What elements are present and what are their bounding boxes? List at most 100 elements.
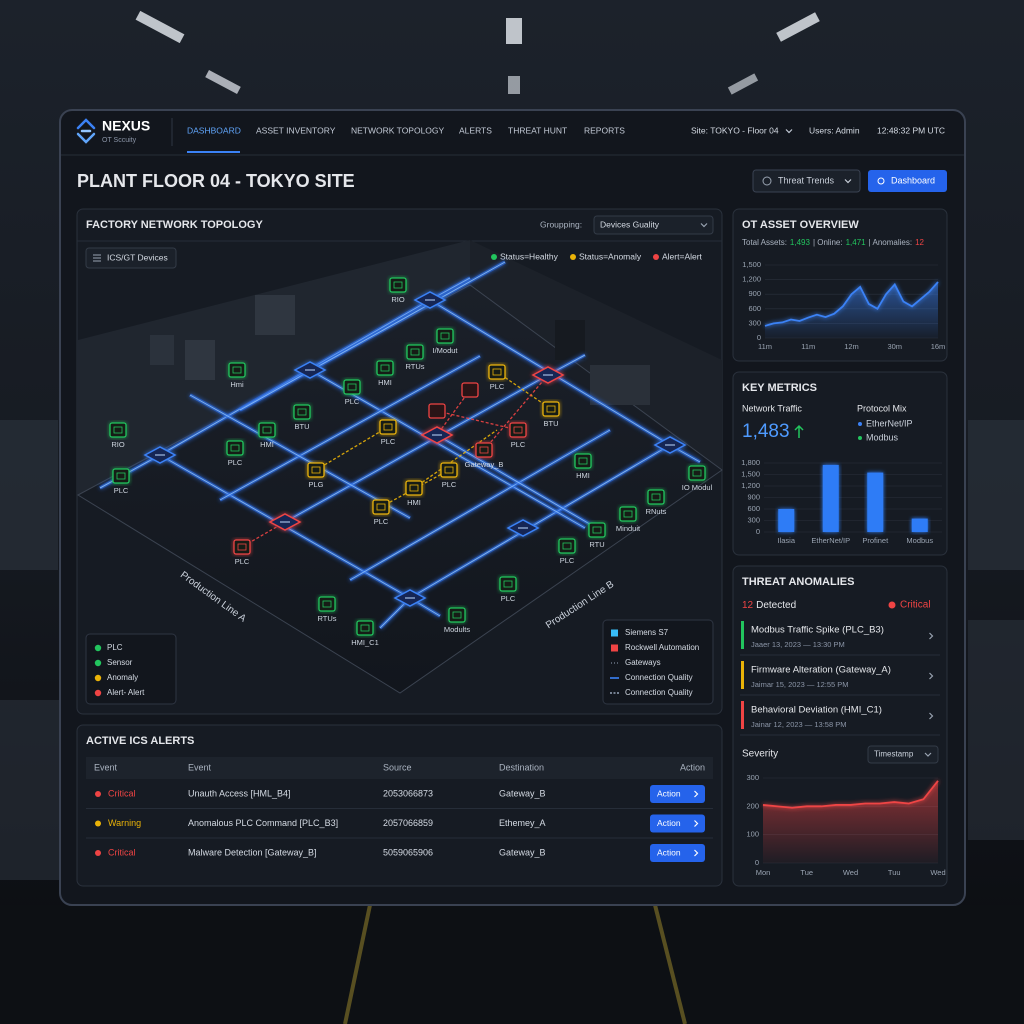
site-selector[interactable]: Site: TOKYO - Floor 04 [691, 125, 779, 135]
network-conduit-core [309, 369, 586, 529]
destination-cell: Gateway_B [499, 847, 546, 857]
x-tick-label: 11m [801, 342, 815, 351]
tagline: OT Sccuity [102, 137, 137, 144]
area-fill [763, 780, 938, 863]
severity-label: Critical [108, 788, 136, 798]
nav-item[interactable]: THREAT HUNT [508, 125, 567, 135]
action-button[interactable] [650, 814, 705, 833]
x-tick-label: EtherNet/IP [811, 536, 850, 545]
event-cell: Anomalous PLC Command [PLC_B3] [188, 818, 338, 828]
device-label: HMI [576, 471, 590, 480]
chart-title: Severity [742, 749, 778, 760]
destination-cell: Gateway_B [499, 788, 546, 798]
legend-dot [858, 436, 862, 440]
device-label: PLC [560, 556, 575, 565]
y-tick-label: 0 [757, 333, 761, 342]
device-icon [230, 444, 240, 452]
nav-item[interactable]: ASSET INVENTORY [256, 125, 336, 135]
device-label: HMI_C1 [351, 638, 379, 647]
connection-link [380, 469, 450, 508]
anomaly-date: Jaimar 15, 2023 — 12:55 PM [751, 680, 849, 689]
panel-title: FACTORY NETWORK TOPOLOGY [86, 219, 263, 231]
button-label: Dashboard [891, 175, 935, 185]
device-icon [513, 426, 523, 434]
device-icon [376, 503, 386, 511]
legend-swatch [611, 644, 618, 652]
legend-dot [94, 659, 102, 667]
legend-dot [94, 689, 102, 697]
legend-label: Status=Anomaly [579, 251, 642, 261]
device-label: RIO [391, 295, 405, 304]
factory-floor [76, 240, 723, 694]
device-label: RTU [589, 540, 604, 549]
mix-label: Protocol Mix [857, 403, 907, 413]
dashboard-button[interactable] [868, 170, 947, 192]
severity-bar [741, 661, 744, 689]
connection-link [496, 371, 552, 410]
device-label: PLC [490, 382, 505, 391]
timestamp-dropdown[interactable] [867, 745, 939, 764]
legend-label: Alert=Alert [662, 251, 703, 261]
device-label: RNuts [646, 507, 667, 516]
summary-value: 1,471 [846, 238, 867, 247]
device-node [109, 422, 127, 438]
alert-device [428, 403, 446, 419]
severity-dot [95, 820, 101, 827]
device-icon [232, 366, 242, 374]
panel-title: ACTIVE ICS ALERTS [86, 735, 194, 747]
count-number: 12 [742, 600, 754, 611]
device-icon [592, 526, 602, 534]
chevron-icon [694, 790, 699, 798]
x-tick-label: Tuu [888, 868, 901, 877]
nav-item[interactable]: NETWORK TOPOLOGY [351, 125, 445, 135]
device-label: RTUs [405, 362, 424, 371]
device-label: BTU [544, 419, 559, 428]
device-node [488, 364, 506, 380]
device-icon [562, 542, 572, 550]
action-button[interactable] [650, 844, 705, 862]
device-label: PLC [511, 440, 526, 449]
nav-item[interactable]: REPORTS [584, 125, 625, 135]
filter-button[interactable] [85, 247, 177, 269]
connection-link [315, 426, 389, 471]
metric-label: Network Traffic [742, 403, 802, 413]
action-button[interactable] [650, 785, 705, 803]
device-icon [360, 624, 370, 632]
y-tick-label: 1,800 [741, 458, 760, 467]
device-label: PLC [501, 594, 516, 603]
device-label: IO Modul [682, 483, 713, 492]
grouping-dropdown[interactable] [593, 215, 714, 235]
clock: 12:48:32 PM UTC [877, 125, 945, 135]
network-conduit-core [349, 429, 611, 581]
legend-swatch [611, 629, 618, 637]
x-tick-label: 30m [887, 342, 902, 351]
legend-dot [94, 674, 102, 682]
device-label: HMI [407, 498, 421, 507]
user-label: Users: Admin [809, 125, 860, 135]
y-tick-label: 300 [748, 318, 761, 327]
legend-dot [570, 254, 576, 260]
connection-link [413, 429, 498, 489]
device-node [588, 522, 606, 538]
legend-label: EtherNet/IP [866, 418, 913, 428]
network-conduit-core [436, 434, 601, 531]
device-node [436, 328, 454, 344]
threat-trends-button[interactable] [752, 169, 861, 193]
bar [867, 472, 884, 532]
legend-box [602, 619, 714, 705]
device-icon [503, 580, 513, 588]
severity-bar [741, 701, 744, 729]
bar [822, 464, 839, 532]
button-icon [762, 176, 772, 186]
y-tick-label: 600 [748, 304, 761, 313]
nav-item[interactable]: ALERTS [459, 125, 492, 135]
nav-item[interactable]: DASHBOARD [187, 125, 241, 135]
legend-label: Connection Quality [625, 688, 693, 697]
device-label: RTUs [317, 614, 336, 623]
alert-device [461, 382, 479, 398]
x-tick-label: Wed [930, 868, 945, 877]
metric-value: 1,483 [742, 421, 790, 442]
legend-label: Gateways [625, 658, 661, 667]
summary-label: | Online: [813, 238, 843, 247]
